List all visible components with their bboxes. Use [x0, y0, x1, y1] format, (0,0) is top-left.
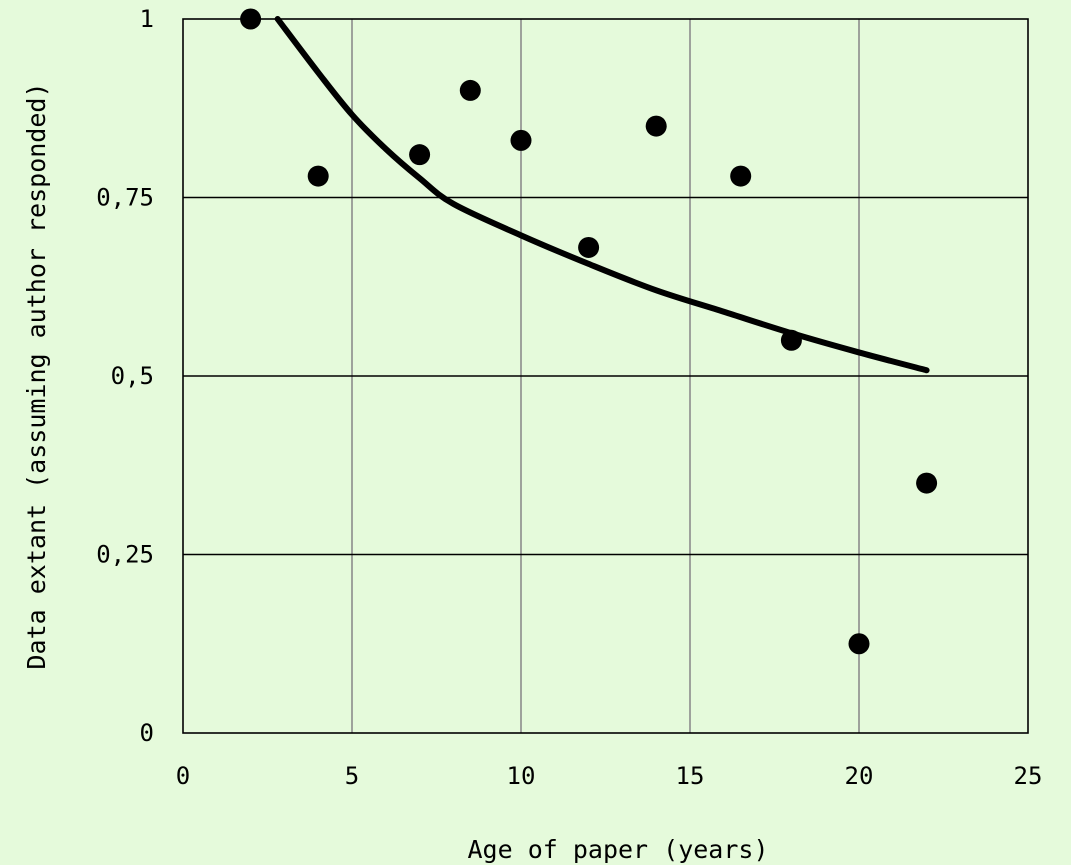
x-tick-label: 0	[176, 762, 190, 790]
x-axis-tick-labels: 0 5 10 15 20 25	[176, 762, 1043, 790]
x-tick-label: 20	[845, 762, 874, 790]
data-point	[240, 8, 262, 30]
y-tick-label: 0,25	[96, 541, 154, 569]
horizontal-gridlines	[183, 196, 1028, 556]
data-point	[459, 79, 481, 101]
x-tick-label: 25	[1014, 762, 1043, 790]
data-point	[409, 144, 431, 166]
data-point	[307, 165, 329, 187]
y-tick-label: 0,75	[96, 184, 154, 212]
y-tick-label: 1	[140, 5, 154, 33]
data-point	[780, 329, 802, 351]
y-axis-tick-labels: 0 0,25 0,5 0,75 1	[96, 5, 154, 747]
x-tick-label: 5	[345, 762, 359, 790]
data-point	[645, 115, 667, 137]
data-points	[240, 8, 938, 655]
y-tick-label: 0,5	[111, 362, 154, 390]
data-point	[730, 165, 752, 187]
y-axis-title: Data extant (assuming author responded)	[22, 83, 51, 670]
x-tick-label: 10	[507, 762, 536, 790]
x-axis-title: Age of paper (years)	[467, 835, 768, 864]
data-point	[916, 472, 938, 494]
data-point	[578, 236, 600, 258]
plot-area-border	[182, 18, 1029, 734]
data-point	[848, 633, 870, 655]
x-tick-label: 15	[676, 762, 705, 790]
data-point	[510, 129, 532, 151]
y-tick-label: 0	[140, 719, 154, 747]
